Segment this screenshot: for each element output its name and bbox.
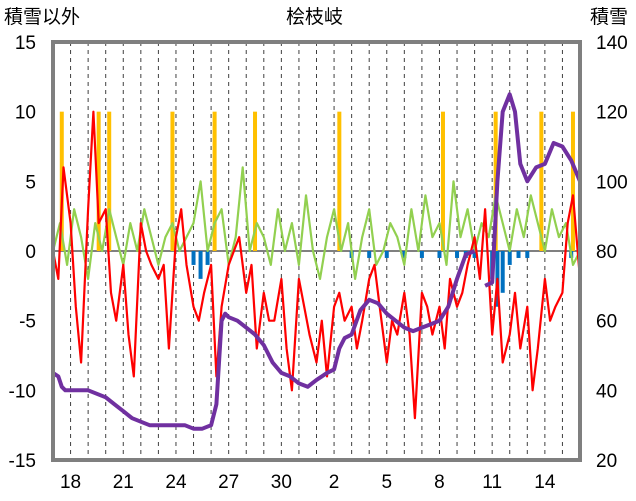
snow-change-bar <box>525 251 530 258</box>
left-tick-label: 10 <box>15 103 36 124</box>
snow-change-bar <box>455 251 460 258</box>
precip-bar <box>253 111 258 252</box>
x-tick-label: 30 <box>271 472 292 493</box>
left-tick-label: -15 <box>9 451 36 472</box>
x-tick-label: 24 <box>165 472 187 493</box>
precip-bar <box>170 111 175 252</box>
right-tick-label: 60 <box>596 312 617 333</box>
right-tick-label: 120 <box>596 103 628 124</box>
snow-change-bar <box>437 251 442 258</box>
snow-change-bar <box>384 251 389 258</box>
precip-bar <box>212 111 217 252</box>
precip-bar <box>96 111 101 252</box>
snow-change-bar <box>507 251 512 265</box>
left-tick-label: 0 <box>25 242 36 263</box>
series-temperature <box>51 110 582 420</box>
precip-bar <box>337 111 342 252</box>
x-tick-label: 11 <box>482 472 502 493</box>
snow-change-bar <box>500 251 505 293</box>
right-tick-label: 140 <box>596 33 628 54</box>
x-tick-label: 2 <box>329 472 340 493</box>
x-tick-label: 21 <box>113 472 134 493</box>
left-axis-ticks: 15 10 5 0 -5 -10 -15 <box>9 33 36 472</box>
snow-change-bar <box>419 251 424 258</box>
x-tick-label: 5 <box>381 472 392 493</box>
precip-bar <box>440 111 445 252</box>
left-tick-label: -5 <box>19 312 36 333</box>
snow-change-bar <box>205 251 210 265</box>
precip-bar <box>539 111 544 252</box>
snow-change-bar <box>367 251 372 258</box>
right-axis-label: 積雪 <box>590 7 629 28</box>
x-tick-label: 27 <box>218 472 239 493</box>
right-tick-label: 80 <box>596 242 617 263</box>
series-snow_depth <box>51 249 476 431</box>
left-axis-label: 積雪以外 <box>4 7 81 28</box>
plot-frame <box>51 40 582 462</box>
snow-change-bar <box>191 251 196 265</box>
right-tick-label: 100 <box>596 172 628 193</box>
right-tick-label: 20 <box>596 451 617 472</box>
lines <box>51 92 582 431</box>
left-tick-label: -10 <box>9 381 36 402</box>
right-axis-ticks: 140 120 100 80 60 40 20 <box>596 33 628 472</box>
precip-bar <box>570 111 575 252</box>
series-snow_depth_late <box>484 92 582 288</box>
right-tick-label: 40 <box>596 381 617 402</box>
left-tick-label: 15 <box>15 33 36 54</box>
x-tick-label: 8 <box>434 472 445 493</box>
chart-title: 桧枝岐 <box>286 7 344 28</box>
precip-bar <box>107 111 112 252</box>
snow-change-bar <box>516 251 521 258</box>
snow-change-bar <box>402 251 407 258</box>
snow-change-bar <box>472 251 477 258</box>
left-tick-label: 5 <box>25 172 36 193</box>
x-tick-label: 14 <box>534 472 556 493</box>
x-tick-label: 18 <box>60 472 81 493</box>
snow-change-bar <box>198 251 203 279</box>
x-axis-ticks: 18 21 24 27 30 2 5 8 11 14 <box>60 472 556 493</box>
